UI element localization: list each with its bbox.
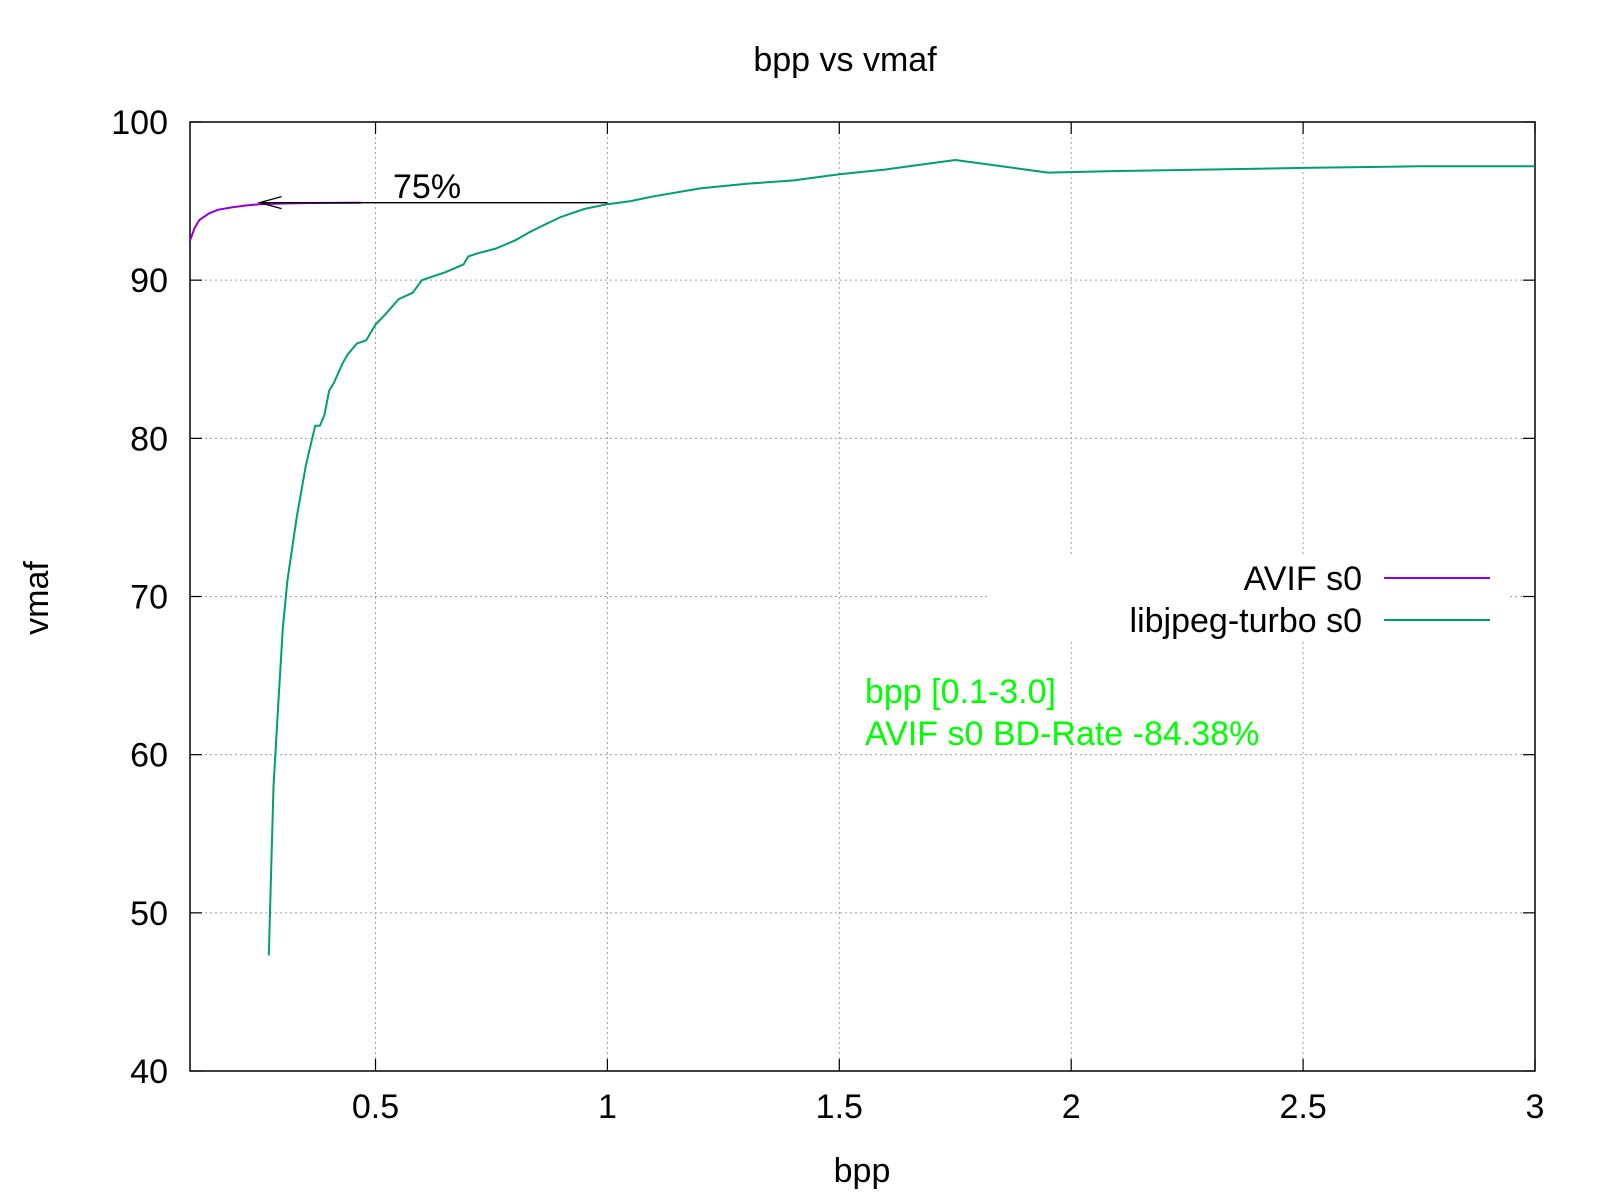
y-tick-label: 50	[130, 895, 168, 933]
axis-ticks: 0.5 1 1.5 2 2.5 3 40 50 60 70 80 90 100	[111, 104, 1544, 1126]
arrow-label: 75%	[393, 168, 461, 206]
legend-background	[990, 556, 1510, 641]
legend-label-avif: AVIF s0	[1244, 560, 1362, 598]
x-tick-label: 2	[1062, 1088, 1081, 1126]
y-tick-label: 80	[130, 420, 168, 458]
chart-title: bpp vs vmaf	[753, 41, 937, 79]
series-line-libjpeg	[267, 159, 1535, 956]
bd-rate-annotation: bpp [0.1-3.0] AVIF s0 BD-Rate -84.38%	[865, 673, 1259, 753]
legend-label-libjpeg: libjpeg-turbo s0	[1130, 602, 1362, 640]
y-tick-label: 100	[111, 104, 168, 142]
series-line-avif	[189, 201, 362, 241]
bd-range-text: bpp [0.1-3.0]	[865, 673, 1056, 711]
x-tick-label: 0.5	[352, 1088, 399, 1126]
x-tick-label: 2.5	[1279, 1088, 1326, 1126]
x-tick-label: 3	[1526, 1088, 1545, 1126]
y-tick-label: 70	[130, 579, 168, 617]
legend: AVIF s0 libjpeg-turbo s0	[1130, 560, 1490, 640]
arrow-head	[257, 196, 282, 210]
plot-border	[189, 121, 1536, 1072]
series-lines	[189, 159, 1535, 956]
y-axis-label: vmaf	[18, 561, 56, 635]
y-tick-label: 40	[130, 1053, 168, 1091]
x-axis-label: bpp	[834, 1152, 891, 1190]
y-tick-label: 60	[130, 737, 168, 775]
arrow-annotation: 75%	[257, 168, 608, 210]
x-tick-label: 1	[598, 1088, 617, 1126]
y-tick-label: 90	[130, 262, 168, 300]
x-tick-label: 1.5	[816, 1088, 863, 1126]
bd-rate-text: AVIF s0 BD-Rate -84.38%	[865, 715, 1259, 753]
